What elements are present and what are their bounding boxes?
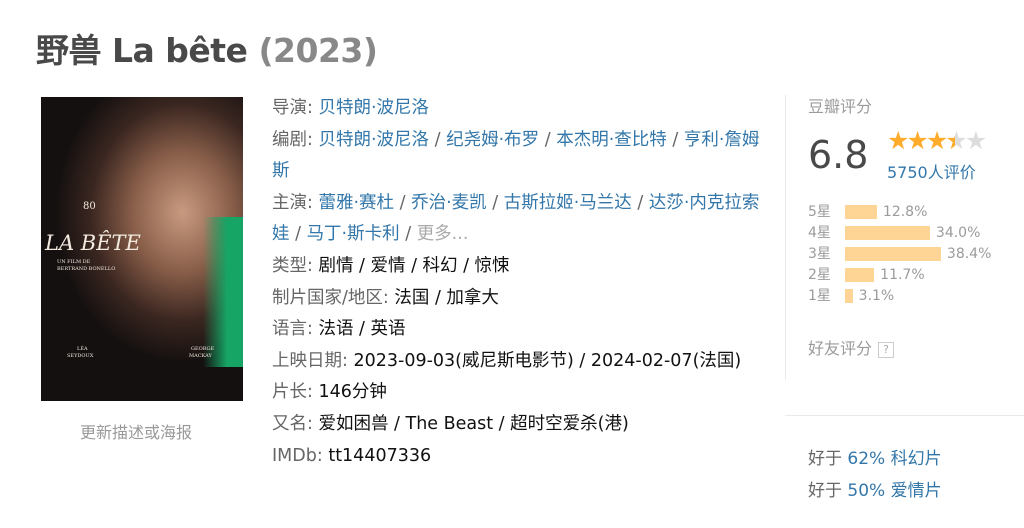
- poster-byline: UN FILM DE: [57, 259, 91, 265]
- rating-row: 5星 12.8%: [808, 202, 927, 222]
- rating-title: 豆瓣评分: [808, 97, 873, 116]
- country-label: 制片国家/地区:: [272, 287, 389, 308]
- divider: [785, 415, 1024, 416]
- cast-link[interactable]: 马丁·斯卡利: [306, 224, 400, 245]
- poster-background: [203, 217, 243, 367]
- rating-row: 2星 11.7%: [808, 265, 925, 285]
- better-prefix: 好于: [808, 449, 842, 469]
- cast-link[interactable]: 蕾雅·赛杜: [318, 192, 395, 213]
- better-than-item: 好于 62% 科幻片: [808, 444, 942, 469]
- star-icon: ★: [887, 126, 909, 155]
- better-than-item: 好于 50% 爱情片: [808, 476, 942, 501]
- rating-count-link[interactable]: 5750人评价: [887, 163, 976, 182]
- better-prefix: 好于: [808, 481, 842, 501]
- rating-bar: [844, 289, 853, 303]
- better-pct-link[interactable]: 50%: [847, 481, 886, 501]
- poster-actor: GEORGE: [191, 346, 215, 352]
- better-genre-link[interactable]: 爱情片: [890, 481, 942, 501]
- star-icon: ★: [906, 126, 928, 155]
- cast-link[interactable]: 达莎·内克拉索娃: [272, 192, 760, 245]
- rating-bar: [844, 226, 930, 240]
- writer-link[interactable]: 贝特朗·波尼洛: [318, 129, 430, 150]
- better-genre-link[interactable]: 科幻片: [890, 449, 942, 469]
- poster-title: LA BÊTE: [45, 231, 141, 255]
- imdb-label: IMDb:: [272, 445, 323, 466]
- more-cast-link[interactable]: 更多...: [416, 224, 469, 245]
- poster-actor: LÉA: [77, 346, 88, 352]
- poster-director: BERTRAND BONELLO: [57, 266, 116, 272]
- cast-link[interactable]: 乔治·麦凯: [411, 192, 487, 213]
- genre-label: 类型:: [272, 255, 313, 276]
- release-value: 2023-09-03(威尼斯电影节) / 2024-02-07(法国): [353, 350, 742, 371]
- rating-pct: 34.0%: [935, 225, 981, 241]
- rating-pct: 11.7%: [880, 267, 925, 283]
- runtime-label: 片长:: [272, 382, 313, 403]
- rating-row: 3星 38.4%: [808, 244, 991, 264]
- star-icon: ★: [925, 126, 948, 155]
- rating-bar: [844, 268, 875, 282]
- star-icon: ★: [964, 126, 987, 155]
- genre-value: 剧情 / 爱情 / 科幻 / 惊悚: [318, 255, 510, 276]
- friend-rating: 好友评分?: [808, 335, 895, 359]
- aka-label: 又名:: [272, 413, 313, 434]
- rating-pct: 12.8%: [882, 204, 928, 220]
- movie-info: 导演: 贝特朗·波尼洛 编剧: 贝特朗·波尼洛 / 纪尧姆·布罗 / 本杰明·查…: [272, 98, 760, 466]
- rating-bar: [844, 205, 877, 219]
- cast-label: 主演:: [272, 192, 313, 213]
- update-poster-link[interactable]: 更新描述或海报: [80, 423, 193, 442]
- rating-pct: 3.1%: [858, 288, 895, 304]
- language-label: 语言:: [272, 319, 313, 340]
- writer-link[interactable]: 本杰明·查比特: [556, 129, 667, 150]
- director-label: 导演:: [272, 98, 313, 118]
- star-level-label: 4星: [808, 225, 831, 241]
- friend-rating-label: 好友评分: [808, 339, 873, 358]
- writer-label: 编剧:: [272, 129, 313, 150]
- better-pct-link[interactable]: 62%: [847, 449, 886, 469]
- writer-link[interactable]: 亨利·詹姆斯: [272, 129, 760, 182]
- page-title: 野兽 La bête (2023): [36, 24, 378, 72]
- poster-actor: SEYDOUX: [67, 353, 94, 359]
- runtime-value: 146分钟: [318, 382, 387, 403]
- movie-poster[interactable]: 80 LA BÊTE UN FILM DE BERTRAND BONELLO L…: [41, 97, 243, 401]
- country-value: 法国 / 加拿大: [394, 287, 499, 308]
- festival-logo: 80: [83, 201, 96, 212]
- rating-pct: 38.4%: [946, 246, 992, 262]
- aka-value: 爱如困兽 / The Beast / 超时空爱杀(港): [318, 413, 629, 434]
- rating-bar: [844, 247, 941, 261]
- star-level-label: 1星: [808, 288, 831, 304]
- movie-year: (2023): [258, 31, 378, 70]
- language-value: 法语 / 英语: [318, 319, 406, 340]
- rating-row: 1星 3.1%: [808, 286, 894, 306]
- rating-score: 6.8: [808, 133, 869, 177]
- director-link[interactable]: 贝特朗·波尼洛: [318, 98, 430, 118]
- star-level-label: 3星: [808, 246, 831, 262]
- star-icon: ★: [945, 126, 967, 155]
- release-label: 上映日期:: [272, 350, 348, 371]
- rating-stars: ★★★★★: [887, 126, 987, 155]
- star-level-label: 5星: [808, 204, 831, 220]
- rating-row: 4星 34.0%: [808, 223, 980, 243]
- writer-link[interactable]: 纪尧姆·布罗: [446, 129, 540, 150]
- star-level-label: 2星: [808, 267, 831, 283]
- cast-link[interactable]: 古斯拉姬·马兰达: [503, 192, 632, 213]
- imdb-value: tt14407336: [328, 445, 432, 466]
- help-icon[interactable]: ?: [878, 341, 895, 358]
- poster-actor: MACKAY: [189, 353, 212, 359]
- divider: [785, 95, 786, 380]
- movie-name: 野兽 La bête: [36, 31, 248, 70]
